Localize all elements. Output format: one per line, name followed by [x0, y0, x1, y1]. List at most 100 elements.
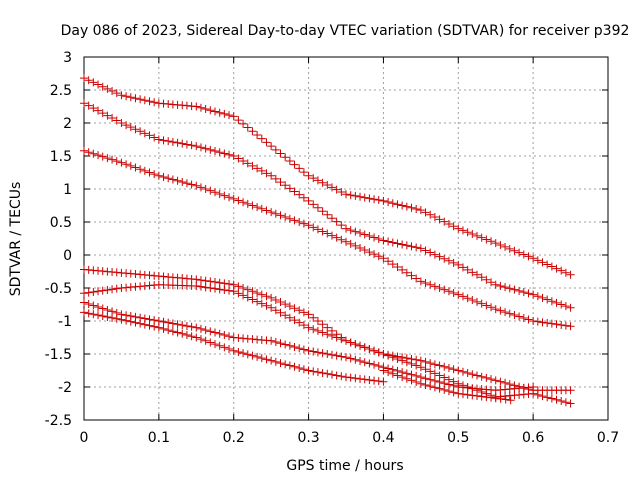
data-point: [253, 288, 262, 297]
x-tick-label: 0.5: [447, 430, 469, 446]
data-point: [421, 208, 430, 217]
data-point: [271, 295, 280, 304]
data-point: [552, 320, 561, 329]
data-point: [154, 171, 163, 180]
data-point: [126, 317, 135, 326]
data-point: [351, 227, 360, 236]
data-point: [234, 289, 243, 298]
data-point: [145, 97, 154, 106]
data-point: [388, 199, 397, 208]
data-point: [370, 250, 379, 259]
data-point: [267, 336, 276, 345]
data-point: [271, 174, 280, 183]
data-point: [239, 284, 248, 292]
data-point: [313, 225, 322, 234]
data-point: [225, 286, 234, 295]
data-point: [440, 285, 449, 294]
data-point: [393, 239, 402, 248]
data-point: [84, 309, 93, 318]
data-point: [435, 284, 444, 292]
data-point: [276, 178, 285, 187]
x-tick-label: 0.1: [148, 430, 170, 446]
data-point: [468, 296, 477, 305]
data-point: [262, 355, 271, 364]
data-point: [491, 305, 500, 314]
data-point: [80, 74, 88, 83]
data-point: [543, 295, 552, 304]
y-tick-label: -1.5: [45, 347, 72, 363]
data-point: [229, 112, 238, 121]
data-point: [229, 194, 238, 203]
data-point: [225, 193, 234, 202]
data-point: [290, 160, 299, 169]
data-point: [454, 389, 463, 398]
data-point: [529, 290, 538, 299]
data-point: [309, 347, 318, 356]
data-point: [444, 364, 453, 373]
data-point: [342, 353, 350, 362]
data-point: [112, 116, 121, 125]
data-point: [309, 223, 318, 232]
data-point: [140, 129, 149, 138]
chart-title: Day 086 of 2023, Sidereal Day-to-day VTE…: [61, 23, 630, 39]
data-point: [412, 378, 421, 387]
data-point: [365, 232, 374, 241]
data-point: [547, 319, 556, 328]
data-point: [262, 206, 271, 215]
y-tick-label: 3: [63, 50, 72, 66]
data-point: [323, 350, 332, 358]
data-point: [309, 174, 318, 183]
data-point: [168, 327, 177, 336]
data-point: [243, 199, 252, 208]
data-point: [299, 365, 308, 374]
data-point: [370, 346, 379, 355]
data-point: [276, 359, 285, 368]
data-point: [365, 345, 374, 354]
data-point: [248, 201, 257, 210]
data-point: [290, 342, 299, 351]
data-point: [318, 178, 327, 187]
data-point: [299, 308, 308, 317]
data-point: [547, 394, 556, 403]
data-point: [206, 327, 215, 336]
data-point: [449, 388, 458, 397]
data-point: [206, 145, 215, 154]
data-point: [444, 256, 453, 265]
data-point: [164, 174, 173, 183]
data-point: [351, 241, 360, 250]
data-point: [318, 207, 327, 216]
data-point: [136, 95, 145, 104]
data-point: [365, 375, 374, 384]
data-point: [192, 282, 201, 291]
data-point: [150, 322, 159, 331]
data-point: [140, 320, 149, 329]
data-point: [346, 354, 355, 363]
data-point: [94, 80, 103, 89]
data-point: [131, 318, 140, 327]
data-point: [337, 335, 346, 344]
data-point: [196, 143, 205, 152]
data-point: [510, 311, 519, 320]
data-point: [108, 155, 117, 164]
data-point: [234, 116, 243, 125]
data-point: [365, 248, 374, 257]
data-point: [145, 131, 154, 140]
data-point: [557, 320, 566, 329]
data-point: [426, 210, 435, 219]
data-point: [281, 340, 290, 349]
data-point: [295, 164, 304, 173]
data-point: [430, 383, 439, 392]
data-point: [407, 242, 416, 251]
data-point: [463, 294, 472, 303]
data-point: [384, 368, 393, 377]
data-point: [360, 193, 369, 202]
data-point: [561, 321, 570, 330]
data-point: [519, 288, 528, 297]
x-tick-label: 0.4: [372, 430, 394, 446]
data-point: [112, 157, 121, 166]
data-point: [173, 320, 182, 329]
data-point: [253, 130, 262, 139]
data-point: [103, 84, 112, 93]
data-point: [239, 119, 248, 128]
data-point: [421, 365, 430, 374]
